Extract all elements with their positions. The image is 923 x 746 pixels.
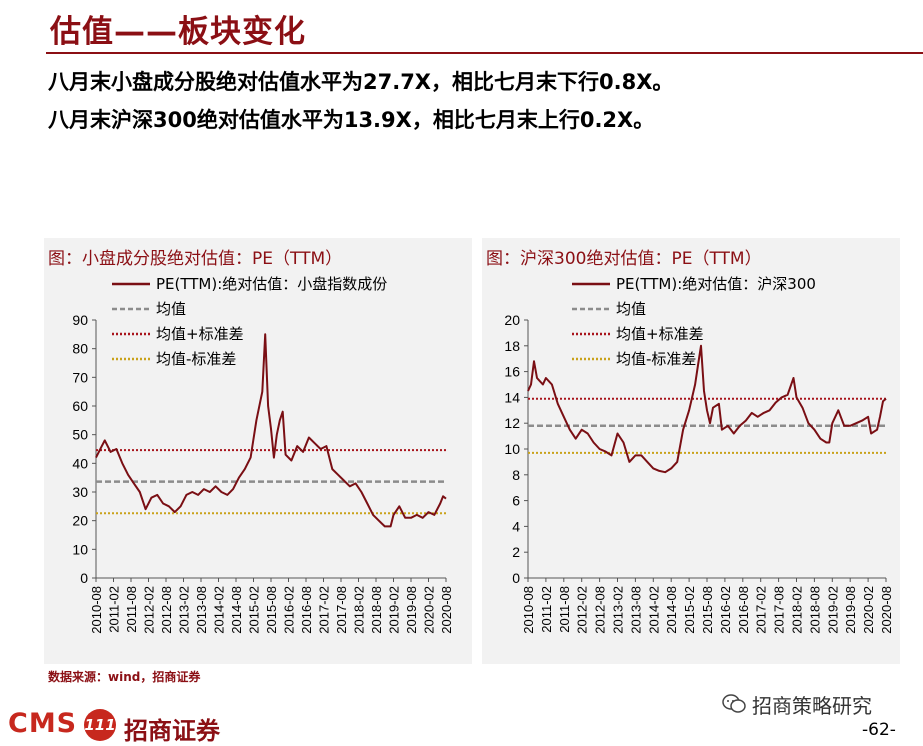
x-tick-label: 2011-08 bbox=[557, 586, 572, 633]
wechat-icon bbox=[722, 694, 746, 713]
data-source: 数据来源：wind，招商证券 bbox=[48, 670, 201, 684]
x-tick-label: 2015-08 bbox=[700, 586, 715, 634]
y-tick-label: 12 bbox=[504, 415, 520, 431]
x-tick-label: 2010-08 bbox=[89, 586, 104, 634]
x-tick-label: 2010-08 bbox=[521, 586, 536, 634]
y-tick-label: 18 bbox=[504, 338, 520, 354]
y-tick-label: 0 bbox=[512, 570, 520, 586]
summary-line-1: 八月末小盘成分股绝对估值水平为27.7X，相比七月末下行0.8X。 bbox=[48, 70, 674, 94]
legend-label-1: 均值 bbox=[156, 300, 186, 318]
x-tick-label: 2013-08 bbox=[194, 586, 209, 634]
page-number: -62- bbox=[862, 720, 896, 740]
y-tick-label: 40 bbox=[72, 455, 88, 471]
x-tick-label: 2012-08 bbox=[593, 586, 608, 634]
y-tick-label: 70 bbox=[72, 369, 88, 385]
x-tick-label: 2018-02 bbox=[790, 586, 805, 634]
x-tick-label: 2015-02 bbox=[682, 586, 697, 634]
x-tick-label: 2013-02 bbox=[611, 586, 626, 634]
x-tick-label: 2016-08 bbox=[736, 586, 751, 634]
y-tick-label: 16 bbox=[504, 364, 520, 380]
wechat-account-name: 招商策略研究 bbox=[752, 694, 872, 718]
x-tick-label: 2020-02 bbox=[422, 586, 437, 634]
x-tick-label: 2013-08 bbox=[628, 586, 643, 634]
legend-label-3: 均值-标准差 bbox=[156, 350, 236, 368]
cms-logo-badge: 111 bbox=[84, 709, 116, 741]
pe-series-line bbox=[95, 333, 447, 528]
x-tick-label: 2018-08 bbox=[807, 586, 822, 634]
x-tick-label: 2020-08 bbox=[439, 586, 454, 634]
x-tick-label: 2018-02 bbox=[352, 586, 367, 634]
x-tick-label: 2016-02 bbox=[282, 586, 297, 634]
x-tick-label: 2014-08 bbox=[229, 586, 244, 634]
legend-label-0: PE(TTM):绝对估值：沪深300 bbox=[616, 275, 816, 293]
chart-panel-csi300: 图：沪深300绝对估值：PE（TTM） 0 2 4 6 8 10 12 14 16 18 20 201… bbox=[482, 238, 900, 664]
x-tick-label: 2011-02 bbox=[107, 586, 122, 633]
x-tick-label: 2019-02 bbox=[825, 586, 840, 634]
page-title: 估值——板块变化 bbox=[50, 14, 306, 50]
x-tick-label: 2011-02 bbox=[539, 586, 554, 633]
x-tick-label: 2017-02 bbox=[754, 586, 769, 634]
x-tick-label: 2011-08 bbox=[124, 586, 139, 633]
x-tick-label: 2017-02 bbox=[317, 586, 332, 634]
y-tick-label: 6 bbox=[512, 493, 520, 509]
x-tick-label: 2018-08 bbox=[369, 586, 384, 634]
y-tick-label: 8 bbox=[512, 467, 520, 483]
y-tick-label: 2 bbox=[512, 544, 520, 560]
title-divider bbox=[46, 52, 923, 54]
x-tick-label: 2015-08 bbox=[264, 586, 279, 634]
legend-label-0: PE(TTM):绝对估值：小盘指数成份 bbox=[156, 275, 387, 293]
x-tick-label: 2014-02 bbox=[646, 586, 661, 634]
x-tick-label: 2015-02 bbox=[247, 586, 262, 634]
x-tick-label: 2017-08 bbox=[772, 586, 787, 634]
y-tick-label: 0 bbox=[80, 570, 88, 586]
legend-label-1: 均值 bbox=[616, 300, 646, 318]
legend-label-3: 均值-标准差 bbox=[616, 350, 696, 368]
y-tick-label: 60 bbox=[72, 398, 88, 414]
x-tick-label: 2016-02 bbox=[718, 586, 733, 634]
y-tick-label: 20 bbox=[504, 312, 520, 328]
x-tick-label: 2016-08 bbox=[299, 586, 314, 634]
summary-line-2: 八月末沪深300绝对估值水平为13.9X，相比七月末上行0.2X。 bbox=[48, 108, 655, 132]
x-tick-label: 2017-08 bbox=[334, 586, 349, 634]
x-tick-label: 2014-08 bbox=[664, 586, 679, 634]
x-tick-label: 2020-08 bbox=[879, 586, 894, 634]
chart-title-small-cap: 图：小盘成分股绝对估值：PE（TTM） bbox=[48, 249, 343, 269]
y-tick-label: 30 bbox=[72, 484, 88, 500]
chart-small-cap-pe: 0 10 20 30 40 50 60 70 80 90 2010-08 2011-02 2011-08… bbox=[72, 275, 454, 634]
legend-label-2: 均值+标准差 bbox=[156, 325, 244, 343]
y-tick-label: 50 bbox=[72, 427, 88, 443]
company-name: 招商证券 bbox=[124, 716, 220, 745]
chart-title-csi300: 图：沪深300绝对估值：PE（TTM） bbox=[486, 249, 762, 269]
y-tick-label: 4 bbox=[512, 518, 520, 534]
x-tick-label: 2012-08 bbox=[159, 586, 174, 634]
x-tick-label: 2019-08 bbox=[843, 586, 858, 634]
pe-series-line bbox=[527, 344, 887, 474]
cms-logo-text: CMS bbox=[8, 708, 78, 739]
x-tick-label: 2019-02 bbox=[387, 586, 402, 634]
legend-label-2: 均值+标准差 bbox=[616, 325, 704, 343]
x-tick-label: 2013-02 bbox=[177, 586, 192, 634]
x-tick-label: 2019-08 bbox=[404, 586, 419, 634]
x-tick-label: 2012-02 bbox=[142, 586, 157, 634]
chart-panel-small-cap: 图：小盘成分股绝对估值：PE（TTM） 0 10 20 30 40 50 60 70 80 90 2… bbox=[44, 238, 472, 664]
x-tick-label: 2020-02 bbox=[861, 586, 876, 634]
x-tick-label: 2014-02 bbox=[212, 586, 227, 634]
x-tick-label: 2012-02 bbox=[575, 586, 590, 634]
y-tick-label: 10 bbox=[72, 541, 88, 557]
y-tick-label: 14 bbox=[504, 389, 520, 405]
y-tick-label: 80 bbox=[72, 341, 88, 357]
y-tick-label: 90 bbox=[72, 312, 88, 328]
y-tick-label: 20 bbox=[72, 513, 88, 529]
y-tick-label: 10 bbox=[504, 441, 520, 457]
